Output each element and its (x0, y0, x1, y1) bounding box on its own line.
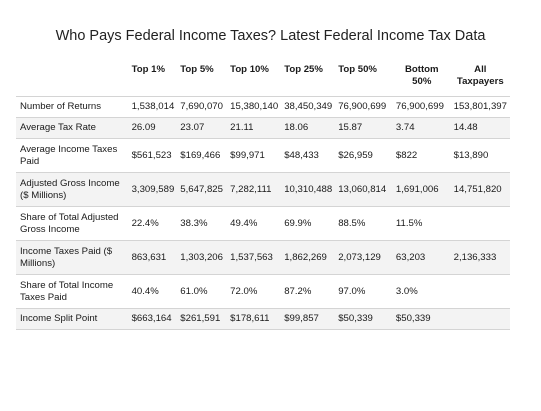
table-cell: $561,523 (128, 138, 178, 173)
table-cell: $50,339 (335, 308, 393, 330)
table-cell: 1,303,206 (177, 240, 228, 275)
table-cell: $663,164 (128, 308, 178, 330)
table-cell: 14.48 (450, 117, 510, 139)
table-cell: 15,380,140 (227, 96, 282, 118)
table-row: Number of Returns 1,538,014 7,690,070 15,38… (16, 96, 510, 118)
row-label: Average Tax Rate (16, 117, 129, 139)
table-cell: 3,309,589 (128, 172, 178, 207)
table-cell: 72.0% (227, 274, 282, 309)
table-cell (450, 206, 510, 241)
table-row: Income Taxes Paid ($ Millions) 863,631 1,3… (16, 240, 510, 275)
table-cell: 7,282,111 (227, 172, 282, 207)
table-cell: $169,466 (177, 138, 228, 173)
header-all-taxpayers: All Taxpayers (456, 64, 504, 87)
table-cell (450, 274, 510, 309)
table-row: Share of Total Income Taxes Paid 40.4% 61.… (16, 274, 510, 309)
table-body: Number of Returns 1,538,014 7,690,070 15,38… (16, 96, 510, 330)
table-cell: 1,691,006 (392, 172, 451, 207)
table-cell: 153,801,397 (450, 96, 510, 118)
row-label: Adjusted Gross Income ($ Millions) (16, 172, 129, 207)
income-tax-table: Top 1% Top 5% Top 10% Top 25% Top 50% Bo… (16, 60, 510, 330)
header-cell-label (16, 60, 129, 97)
chart-title: Who Pays Federal Income Taxes? Latest Fe… (55, 28, 486, 44)
header-top-1: Top 1% (131, 64, 165, 75)
row-label: Income Taxes Paid ($ Millions) (16, 240, 129, 275)
table-cell (450, 308, 510, 330)
table-cell: 3.74 (392, 117, 451, 139)
table-cell: 88.5% (335, 206, 393, 241)
row-label: Number of Returns (16, 96, 129, 118)
header-row: Top 1% Top 5% Top 10% Top 25% Top 50% Bo… (16, 60, 510, 97)
table-cell: 61.0% (177, 274, 228, 309)
table-cell: 23.07 (177, 117, 228, 139)
row-label: Share of Total Income Taxes Paid (16, 274, 129, 309)
row-label: Income Split Point (16, 308, 129, 330)
table-row: Average Tax Rate 26.09 23.07 21.11 18.06 15.8… (16, 117, 510, 139)
table-cell: 49.4% (227, 206, 282, 241)
table-cell: $261,591 (177, 308, 228, 330)
table-cell: $48,433 (281, 138, 336, 173)
header-bottom-50: Bottom 50% (404, 64, 439, 87)
table-row: Income Split Point $663,164 $261,591 $178,6… (16, 308, 510, 330)
table-cell: $822 (392, 138, 451, 173)
table-cell: 2,136,333 (450, 240, 510, 275)
header-top-25: Top 25% (284, 64, 323, 75)
table-cell: 1,537,563 (227, 240, 282, 275)
table-cell: 5,647,825 (177, 172, 228, 207)
table-cell: $99,857 (281, 308, 336, 330)
table-cell: 22.4% (128, 206, 178, 241)
table-cell: 11.5% (392, 206, 451, 241)
row-label: Average Income Taxes Paid (16, 138, 129, 173)
table-cell: 2,073,129 (335, 240, 393, 275)
header-top-10: Top 10% (230, 64, 269, 75)
table-cell: 7,690,070 (177, 96, 228, 118)
table-cell: 76,900,699 (392, 96, 451, 118)
table-cell: 13,060,814 (335, 172, 393, 207)
table-cell: 76,900,699 (335, 96, 393, 118)
table-cell: 3.0% (392, 274, 451, 309)
table-cell: 38.3% (177, 206, 228, 241)
table-cell: $50,339 (392, 308, 451, 330)
header-top-50: Top 50% (338, 64, 377, 75)
table-cell: 18.06 (281, 117, 336, 139)
table-cell: $13,890 (450, 138, 510, 173)
header-top-5: Top 5% (180, 64, 214, 75)
table-cell: $99,971 (227, 138, 282, 173)
row-label: Share of Total Adjusted Gross Income (16, 206, 129, 241)
table-cell: 38,450,349 (281, 96, 336, 118)
table-cell: 26.09 (128, 117, 178, 139)
table-cell: 40.4% (128, 274, 178, 309)
table-cell: 63,203 (392, 240, 451, 275)
table-row: Average Income Taxes Paid $561,523 $169,46… (16, 138, 510, 173)
table-cell: 15.87 (335, 117, 393, 139)
table-cell: 21.11 (227, 117, 282, 139)
table-cell: 69.9% (281, 206, 336, 241)
table-cell: 14,751,820 (450, 172, 510, 207)
table-cell: 10,310,488 (281, 172, 336, 207)
table-cell: 1,538,014 (128, 96, 178, 118)
table-cell: 87.2% (281, 274, 336, 309)
table-cell: $178,611 (227, 308, 282, 330)
table-row: Share of Total Adjusted Gross Income 22.4… (16, 206, 510, 241)
table-cell: 97.0% (335, 274, 393, 309)
table-row: Adjusted Gross Income ($ Millions) 3,309,… (16, 172, 510, 207)
table-cell: 1,862,269 (281, 240, 336, 275)
table-cell: 863,631 (128, 240, 178, 275)
table-cell: $26,959 (335, 138, 393, 173)
